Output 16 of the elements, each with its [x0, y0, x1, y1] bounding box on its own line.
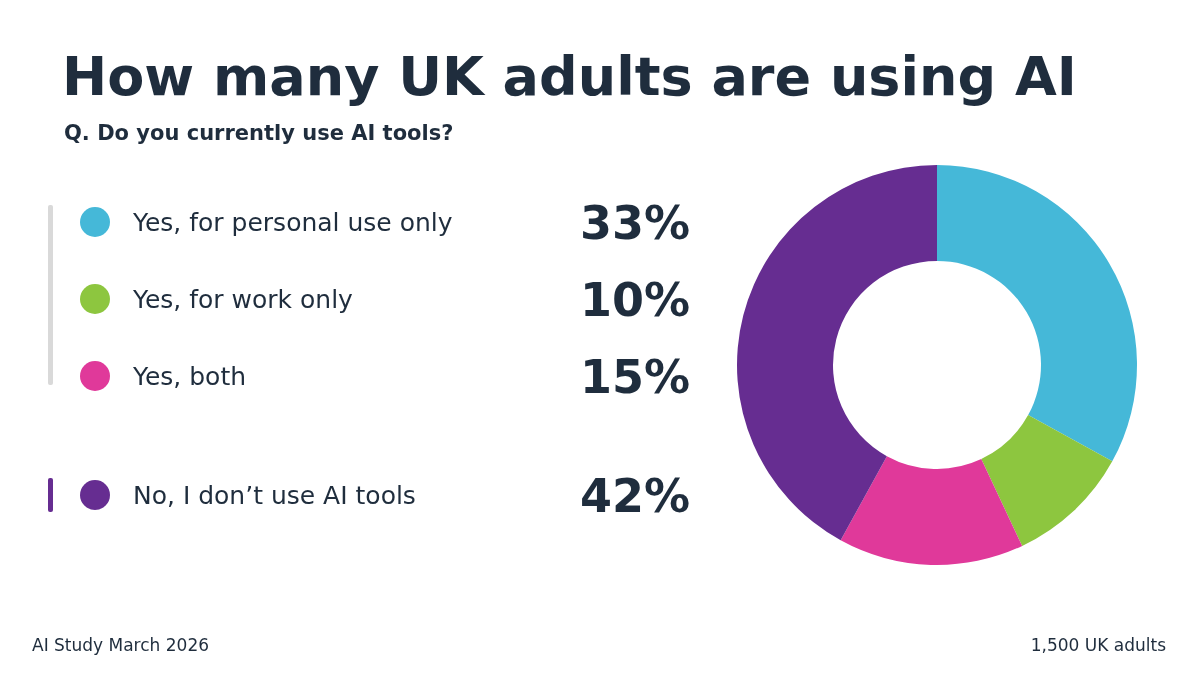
legend-label: Yes, for personal use only [132, 208, 453, 237]
data-label: 10% [580, 273, 691, 327]
data-label: 42% [580, 469, 691, 523]
legend-label: Yes, for work only [132, 285, 354, 314]
chart-title: How many UK adults are using AI [62, 45, 1077, 108]
donut-slice [937, 165, 1137, 462]
data-label: 15% [580, 350, 691, 404]
text: AI Study March 2026 [32, 635, 210, 655]
legend-label: No, I don’t use AI tools [133, 481, 416, 510]
data-label: 33% [580, 196, 691, 250]
donut-slice [981, 415, 1113, 546]
donut-slice [737, 165, 937, 541]
text: 1,500 UK adults [1030, 635, 1167, 655]
legend-label: Yes, both [132, 362, 247, 391]
chart-subtitle: Q. Do you currently use AI tools? [64, 121, 454, 145]
donut-slice [840, 456, 1023, 565]
